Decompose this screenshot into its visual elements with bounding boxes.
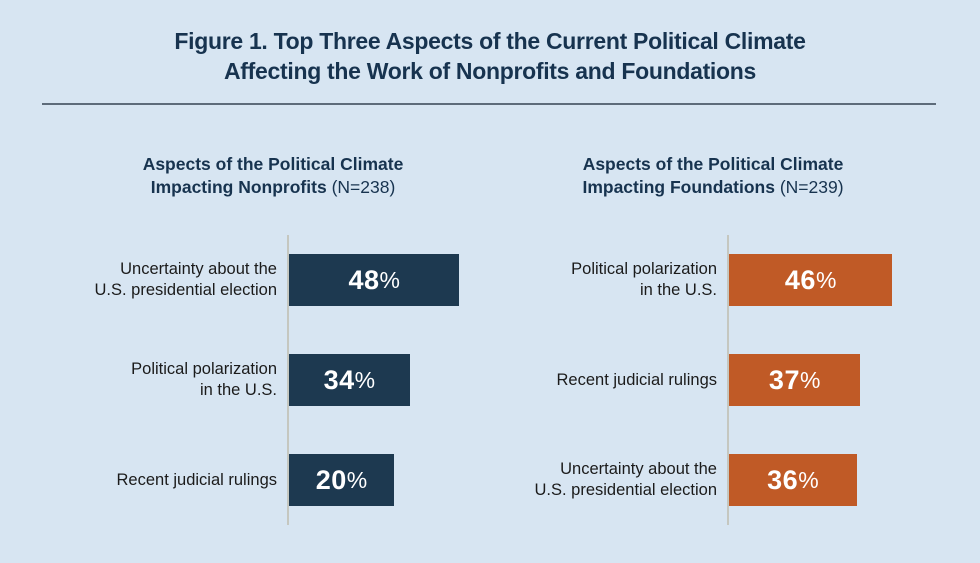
bar-label-judicial: Recent judicial rulings xyxy=(116,470,278,489)
chart-title-foundations: Aspects of the Political Climate Impacti… xyxy=(503,153,923,199)
bar-row: Uncertainty about the U.S. presidential … xyxy=(520,454,940,506)
bar-label-uncertainty: Uncertainty about the U.S. presidential … xyxy=(94,260,277,299)
value-label: 48 xyxy=(348,264,380,295)
bar-nonprofits-judicial: 20% xyxy=(289,454,394,506)
chart-title-line-1: Aspects of the Political Climate xyxy=(582,154,844,174)
value-label: 37 xyxy=(768,364,800,395)
percent-sign: % xyxy=(346,466,368,493)
value-label: 36 xyxy=(767,464,799,495)
percent-sign: % xyxy=(815,266,837,293)
bar-nonprofits-uncertainty: 48% xyxy=(289,254,460,306)
chart-title-line-1: Aspects of the Political Climate xyxy=(142,154,404,174)
title-divider xyxy=(42,103,936,105)
sample-size-label: (N=239) xyxy=(779,177,844,197)
chart-nonprofits: Aspects of the Political Climate Impacti… xyxy=(80,153,500,535)
percent-sign: % xyxy=(354,366,376,393)
value-label: 46 xyxy=(784,264,816,295)
y-axis-line xyxy=(287,235,289,525)
bar-label-judicial: Recent judicial rulings xyxy=(556,370,718,389)
bar-label-uncertainty: Uncertainty about the U.S. presidential … xyxy=(534,460,717,499)
bar-foundations-uncertainty: 36% xyxy=(729,454,857,506)
y-axis-line xyxy=(727,235,729,525)
bar-nonprofits-polarization: 34% xyxy=(289,354,410,406)
bar-foundations-polarization: 46% xyxy=(729,254,893,306)
bar-row: Uncertainty about the U.S. presidential … xyxy=(80,254,500,306)
bar-row: Recent judicial rulings 20% xyxy=(80,454,500,506)
foundations-plot-area: Political polarization in the U.S. 46% R… xyxy=(520,235,940,535)
figure-title-line-2: Affecting the Work of Nonprofits and Fou… xyxy=(223,58,757,84)
value-label: 20 xyxy=(315,464,347,495)
bar-foundations-judicial: 37% xyxy=(729,354,861,406)
bar-row: Recent judicial rulings 37% xyxy=(520,354,940,406)
chart-title-line-2: Impacting Foundations xyxy=(582,177,775,197)
bar-row: Political polarization in the U.S. 46% xyxy=(520,254,940,306)
percent-sign: % xyxy=(799,366,821,393)
percent-sign: % xyxy=(798,466,819,493)
bar-label-polarization: Political polarization in the U.S. xyxy=(571,260,717,299)
bar-row: Political polarization in the U.S. 34% xyxy=(80,354,500,406)
percent-sign: % xyxy=(379,266,400,293)
chart-foundations: Aspects of the Political Climate Impacti… xyxy=(520,153,940,535)
nonprofits-plot-area: Uncertainty about the U.S. presidential … xyxy=(80,235,500,535)
chart-title-line-2: Impacting Nonprofits xyxy=(150,177,327,197)
value-label: 34 xyxy=(323,364,355,395)
figure-title: Figure 1. Top Three Aspects of the Curre… xyxy=(0,26,980,86)
bar-label-polarization: Political polarization in the U.S. xyxy=(131,360,277,399)
sample-size-label: (N=238) xyxy=(331,177,396,197)
figure-title-line-1: Figure 1. Top Three Aspects of the Curre… xyxy=(174,28,806,54)
chart-title-nonprofits: Aspects of the Political Climate Impacti… xyxy=(63,153,483,199)
